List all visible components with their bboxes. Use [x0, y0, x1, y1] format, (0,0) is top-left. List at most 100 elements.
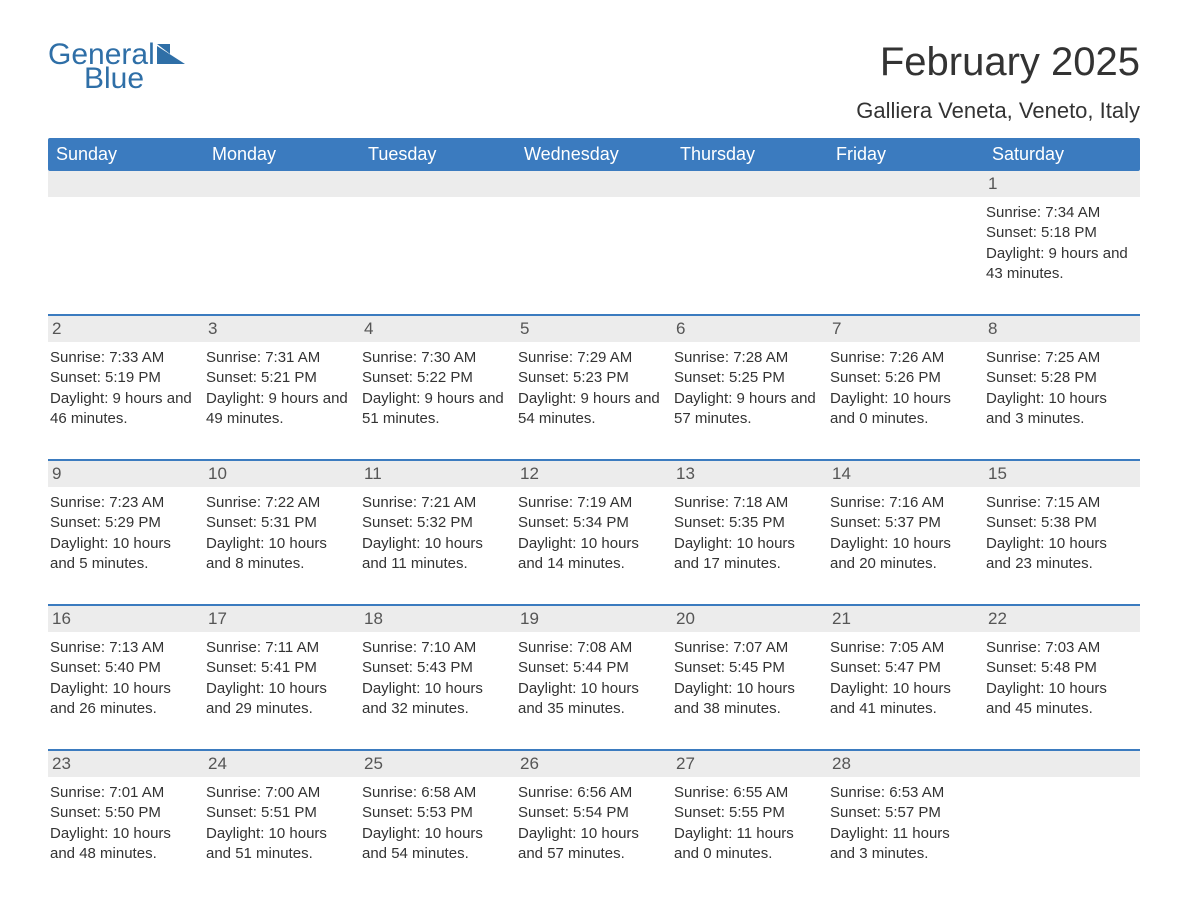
day-number — [828, 171, 984, 197]
day-number: 5 — [516, 316, 672, 342]
daylight-text: Daylight: 10 hours and 32 minutes. — [362, 679, 510, 720]
daylight-text: Daylight: 10 hours and 29 minutes. — [206, 679, 354, 720]
week-row: 23Sunrise: 7:01 AMSunset: 5:50 PMDayligh… — [48, 749, 1140, 872]
daylight-text: Daylight: 10 hours and 54 minutes. — [362, 824, 510, 865]
day-cell: 5Sunrise: 7:29 AMSunset: 5:23 PMDaylight… — [516, 316, 672, 437]
day-cell — [828, 171, 984, 292]
day-header: Tuesday — [360, 138, 516, 171]
calendar: Sunday Monday Tuesday Wednesday Thursday… — [48, 138, 1140, 872]
daylight-text: Daylight: 10 hours and 23 minutes. — [986, 534, 1134, 575]
sunset-text: Sunset: 5:45 PM — [674, 658, 822, 678]
sunrise-text: Sunrise: 7:16 AM — [830, 493, 978, 513]
day-number: 3 — [204, 316, 360, 342]
daylight-text: Daylight: 10 hours and 0 minutes. — [830, 389, 978, 430]
sunrise-text: Sunrise: 7:07 AM — [674, 638, 822, 658]
day-header: Saturday — [984, 138, 1140, 171]
day-number: 27 — [672, 751, 828, 777]
day-cell: 22Sunrise: 7:03 AMSunset: 5:48 PMDayligh… — [984, 606, 1140, 727]
day-cell: 27Sunrise: 6:55 AMSunset: 5:55 PMDayligh… — [672, 751, 828, 872]
day-number: 1 — [984, 171, 1140, 197]
title-block: February 2025 Galliera Veneta, Veneto, I… — [856, 40, 1140, 124]
day-number: 26 — [516, 751, 672, 777]
day-number: 2 — [48, 316, 204, 342]
day-number: 9 — [48, 461, 204, 487]
day-number: 28 — [828, 751, 984, 777]
day-cell — [672, 171, 828, 292]
day-cell: 12Sunrise: 7:19 AMSunset: 5:34 PMDayligh… — [516, 461, 672, 582]
day-cell — [516, 171, 672, 292]
sunset-text: Sunset: 5:57 PM — [830, 803, 978, 823]
day-number — [516, 171, 672, 197]
daylight-text: Daylight: 10 hours and 41 minutes. — [830, 679, 978, 720]
day-cell: 14Sunrise: 7:16 AMSunset: 5:37 PMDayligh… — [828, 461, 984, 582]
day-number: 17 — [204, 606, 360, 632]
sunrise-text: Sunrise: 6:53 AM — [830, 783, 978, 803]
sunrise-text: Sunrise: 7:21 AM — [362, 493, 510, 513]
day-cell: 20 Sunrise: 7:07 AMSunset: 5:45 PMDayligh… — [672, 606, 828, 727]
daylight-text: Daylight: 9 hours and 43 minutes. — [986, 244, 1134, 285]
day-cell: 11Sunrise: 7:21 AMSunset: 5:32 PMDayligh… — [360, 461, 516, 582]
daylight-text: Daylight: 10 hours and 38 minutes. — [674, 679, 822, 720]
sunset-text: Sunset: 5:38 PM — [986, 513, 1134, 533]
sunrise-text: Sunrise: 7:10 AM — [362, 638, 510, 658]
daylight-text: Daylight: 10 hours and 14 minutes. — [518, 534, 666, 575]
sunrise-text: Sunrise: 7:29 AM — [518, 348, 666, 368]
day-number — [672, 171, 828, 197]
day-number: 22 — [984, 606, 1140, 632]
daylight-text: Daylight: 9 hours and 49 minutes. — [206, 389, 354, 430]
day-number: 23 — [48, 751, 204, 777]
sunrise-text: Sunrise: 7:28 AM — [674, 348, 822, 368]
sunrise-text: Sunrise: 7:01 AM — [50, 783, 198, 803]
sunrise-text: Sunrise: 7:31 AM — [206, 348, 354, 368]
day-cell: 24Sunrise: 7:00 AMSunset: 5:51 PMDayligh… — [204, 751, 360, 872]
sunrise-text: Sunrise: 7:08 AM — [518, 638, 666, 658]
sunrise-text: Sunrise: 6:55 AM — [674, 783, 822, 803]
sunset-text: Sunset: 5:53 PM — [362, 803, 510, 823]
sunrise-text: Sunrise: 7:18 AM — [674, 493, 822, 513]
sunrise-text: Sunrise: 7:11 AM — [206, 638, 354, 658]
sunrise-text: Sunrise: 7:26 AM — [830, 348, 978, 368]
month-title: February 2025 — [856, 40, 1140, 84]
day-cell: 17Sunrise: 7:11 AMSunset: 5:41 PMDayligh… — [204, 606, 360, 727]
daylight-text: Daylight: 9 hours and 57 minutes. — [674, 389, 822, 430]
day-cell: 16Sunrise: 7:13 AMSunset: 5:40 PMDayligh… — [48, 606, 204, 727]
daylight-text: Daylight: 10 hours and 8 minutes. — [206, 534, 354, 575]
day-cell: 3Sunrise: 7:31 AMSunset: 5:21 PMDaylight… — [204, 316, 360, 437]
day-number: 16 — [48, 606, 204, 632]
day-number: 15 — [984, 461, 1140, 487]
day-header: Friday — [828, 138, 984, 171]
sunrise-text: Sunrise: 7:05 AM — [830, 638, 978, 658]
sunset-text: Sunset: 5:18 PM — [986, 223, 1134, 243]
day-number: 21 — [828, 606, 984, 632]
daylight-text: Daylight: 10 hours and 26 minutes. — [50, 679, 198, 720]
daylight-text: Daylight: 9 hours and 46 minutes. — [50, 389, 198, 430]
sunrise-text: Sunrise: 7:22 AM — [206, 493, 354, 513]
day-cell: 7Sunrise: 7:26 AMSunset: 5:26 PMDaylight… — [828, 316, 984, 437]
day-number: 11 — [360, 461, 516, 487]
day-cell: 23Sunrise: 7:01 AMSunset: 5:50 PMDayligh… — [48, 751, 204, 872]
daylight-text: Daylight: 10 hours and 20 minutes. — [830, 534, 978, 575]
day-cell: 2Sunrise: 7:33 AMSunset: 5:19 PMDaylight… — [48, 316, 204, 437]
daylight-text: Daylight: 11 hours and 3 minutes. — [830, 824, 978, 865]
sunset-text: Sunset: 5:51 PM — [206, 803, 354, 823]
day-number: 19 — [516, 606, 672, 632]
daylight-text: Daylight: 10 hours and 57 minutes. — [518, 824, 666, 865]
day-header: Sunday — [48, 138, 204, 171]
sunset-text: Sunset: 5:35 PM — [674, 513, 822, 533]
day-cell: 28 Sunrise: 6:53 AMSunset: 5:57 PMDayligh… — [828, 751, 984, 872]
daylight-text: Daylight: 10 hours and 5 minutes. — [50, 534, 198, 575]
sunset-text: Sunset: 5:40 PM — [50, 658, 198, 678]
day-number: 4 — [360, 316, 516, 342]
sunset-text: Sunset: 5:55 PM — [674, 803, 822, 823]
day-number — [984, 751, 1140, 777]
sunset-text: Sunset: 5:43 PM — [362, 658, 510, 678]
day-number — [48, 171, 204, 197]
day-cell — [48, 171, 204, 292]
daylight-text: Daylight: 9 hours and 51 minutes. — [362, 389, 510, 430]
sunset-text: Sunset: 5:25 PM — [674, 368, 822, 388]
sunrise-text: Sunrise: 7:00 AM — [206, 783, 354, 803]
day-number: 20 — [672, 606, 828, 632]
location: Galliera Veneta, Veneto, Italy — [856, 98, 1140, 124]
day-cell: 6Sunrise: 7:28 AMSunset: 5:25 PMDaylight… — [672, 316, 828, 437]
calendar-page: General Blue February 2025 Galliera Vene… — [0, 0, 1188, 918]
